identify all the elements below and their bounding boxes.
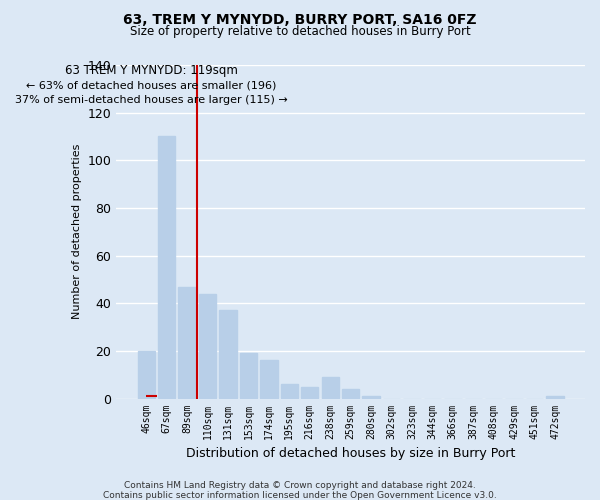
Bar — [322, 377, 339, 398]
Bar — [281, 384, 298, 398]
Text: 37% of semi-detached houses are larger (115) →: 37% of semi-detached houses are larger (… — [15, 94, 288, 104]
Y-axis label: Number of detached properties: Number of detached properties — [72, 144, 82, 320]
X-axis label: Distribution of detached houses by size in Burry Port: Distribution of detached houses by size … — [186, 447, 515, 460]
Bar — [137, 351, 155, 399]
Bar — [178, 286, 196, 399]
Text: Size of property relative to detached houses in Burry Port: Size of property relative to detached ho… — [130, 25, 470, 38]
Bar — [158, 136, 175, 398]
Bar — [547, 396, 563, 398]
Text: Contains HM Land Registry data © Crown copyright and database right 2024.: Contains HM Land Registry data © Crown c… — [124, 482, 476, 490]
Bar — [260, 360, 278, 399]
Bar — [342, 389, 359, 398]
Text: ← 63% of detached houses are smaller (196): ← 63% of detached houses are smaller (19… — [26, 80, 277, 90]
Bar — [301, 386, 319, 398]
Bar — [362, 396, 380, 398]
Bar — [199, 294, 216, 399]
Text: Contains public sector information licensed under the Open Government Licence v3: Contains public sector information licen… — [103, 490, 497, 500]
Bar — [220, 310, 236, 398]
Bar — [240, 354, 257, 399]
Text: 63 TREM Y MYNYDD: 119sqm: 63 TREM Y MYNYDD: 119sqm — [65, 64, 238, 78]
Text: 63, TREM Y MYNYDD, BURRY PORT, SA16 0FZ: 63, TREM Y MYNYDD, BURRY PORT, SA16 0FZ — [123, 12, 477, 26]
